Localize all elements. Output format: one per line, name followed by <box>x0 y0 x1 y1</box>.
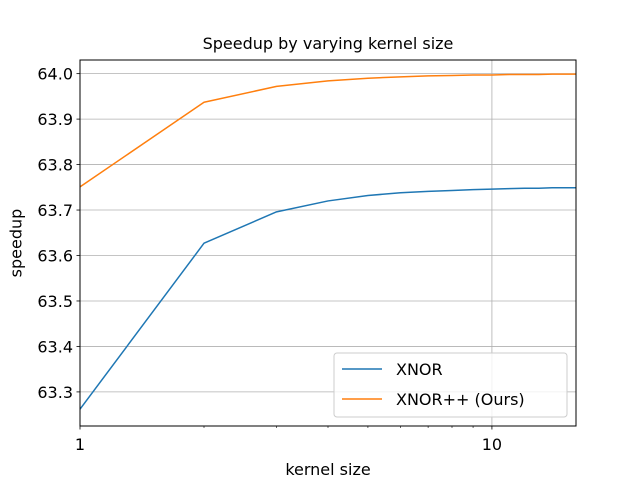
y-tick-label: 63.5 <box>37 292 73 311</box>
y-axis-label: speedup <box>7 209 26 278</box>
y-tick-label: 63.3 <box>37 383 73 402</box>
legend-label: XNOR <box>396 360 443 379</box>
y-tick-label: 63.7 <box>37 201 73 220</box>
y-axis-ticks: 63.3 63.4 63.5 63.6 63.7 63.8 63.9 64.0 <box>37 65 80 402</box>
x-tick-label: 1 <box>75 435 85 454</box>
chart-title: Speedup by varying kernel size <box>203 34 454 53</box>
legend-box <box>333 352 568 418</box>
y-tick-label: 64.0 <box>37 65 73 84</box>
y-tick-label: 63.4 <box>37 337 73 356</box>
series-lines <box>79 73 576 410</box>
x-axis-ticks: 1 10 <box>75 426 502 454</box>
y-tick-label: 63.6 <box>37 247 73 266</box>
y-tick-label: 63.9 <box>37 110 73 129</box>
legend: XNOR XNOR++ (Ours) <box>333 352 568 418</box>
legend-label: XNOR++ (Ours) <box>396 390 525 409</box>
series-line <box>79 73 576 188</box>
x-tick-label: 10 <box>482 435 502 454</box>
y-tick-label: 63.8 <box>37 156 73 175</box>
series-line <box>79 187 576 410</box>
x-axis-label: kernel size <box>285 460 370 479</box>
